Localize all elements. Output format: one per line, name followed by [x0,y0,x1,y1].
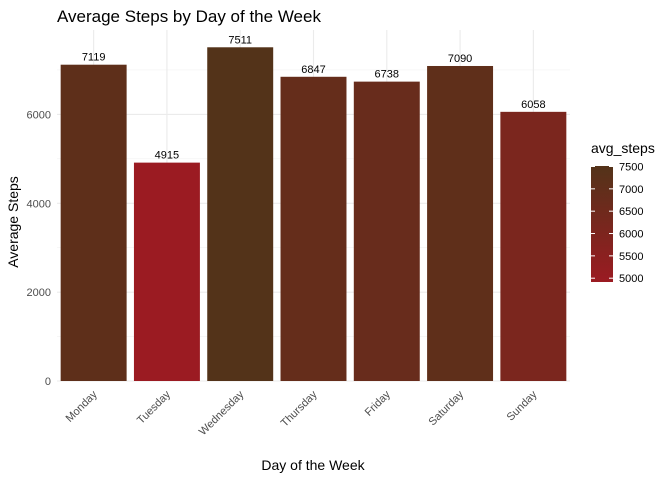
bar-value-label: 4915 [155,150,179,162]
bar-saturday [427,65,494,381]
bar-value-label: 7090 [448,53,472,65]
legend-ticks: 7500 7000 6500 6000 5500 5000 [591,161,643,285]
bar-value-label: 6847 [301,64,325,76]
bar-value-label: 6738 [375,69,399,81]
legend-tick-label: 5000 [619,273,643,285]
bar-tuesday [133,162,200,381]
legend-tick-label: 6500 [619,206,643,218]
bar-wednesday [207,47,274,381]
y-tick-label: 0 [45,376,51,388]
legend: avg_steps 7500 7000 6500 6000 5500 5000 [591,140,655,285]
bar-friday [353,81,420,381]
x-tick-label: Thursday [279,388,320,429]
bars [60,47,567,381]
x-tick-label: Wednesday [197,388,247,438]
y-tick-label: 6000 [27,109,51,121]
bar-value-label: 7119 [82,52,106,64]
bar-thursday [280,76,347,381]
x-tick-label: Sunday [505,388,540,423]
bar-value-label: 7511 [228,34,252,46]
legend-tick-label: 7000 [619,184,643,196]
x-axis-ticks: Monday Tuesday Wednesday Thursday Friday Satu… [64,388,540,438]
bar-value-label: 6058 [521,99,545,111]
x-tick-label: Tuesday [135,388,173,426]
bar-sunday [500,111,567,381]
legend-tick-label: 5500 [619,251,643,263]
y-axis-ticks: 0 2000 4000 6000 [27,109,51,388]
y-tick-label: 4000 [27,198,51,210]
bar-value-labels: 7119 4915 7511 6847 6738 7090 6058 [82,34,546,161]
x-tick-label: Friday [363,388,393,418]
y-tick-label: 2000 [27,287,51,299]
legend-tick-label: 6000 [619,229,643,241]
chart-title: Average Steps by Day of the Week [57,7,321,26]
bar-monday [60,64,127,381]
legend-title: avg_steps [591,140,655,156]
y-axis-title: Average Steps [5,176,21,268]
legend-color-bar [591,166,613,282]
x-tick-label: Saturday [427,388,467,428]
x-tick-label: Monday [64,388,101,425]
legend-tick-label: 7500 [619,161,643,173]
x-axis-title: Day of the Week [261,457,365,473]
